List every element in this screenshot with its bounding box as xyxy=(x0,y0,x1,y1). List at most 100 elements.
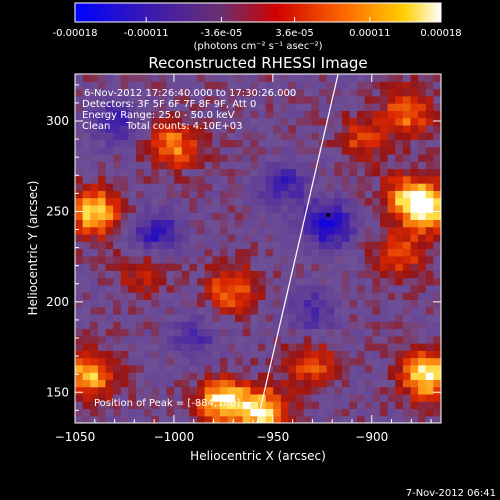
heatmap-cell xyxy=(174,81,183,90)
heatmap-cell xyxy=(242,335,251,344)
heatmap-cell xyxy=(410,415,419,423)
heatmap-cell xyxy=(181,95,190,104)
heatmap-cell xyxy=(181,146,190,155)
heatmap-cell xyxy=(288,386,297,395)
heatmap-cell xyxy=(425,364,434,373)
heatmap-cell xyxy=(166,415,175,423)
heatmap-cell xyxy=(334,183,343,191)
heatmap-cell xyxy=(258,183,267,191)
heatmap-cell xyxy=(151,175,160,184)
heatmap-cell xyxy=(189,328,198,337)
heatmap-cell xyxy=(357,168,366,177)
heatmap-cell xyxy=(372,110,381,119)
heatmap-cell xyxy=(258,401,267,410)
heatmap-cell xyxy=(380,386,389,395)
heatmap-cell xyxy=(326,233,335,242)
heatmap-cell xyxy=(105,197,114,206)
heatmap-cell xyxy=(357,379,366,388)
heatmap-cell xyxy=(227,408,236,417)
heatmap-cell xyxy=(235,343,244,351)
heatmap-cell xyxy=(402,146,412,155)
heatmap-cell xyxy=(364,88,373,97)
heatmap-cell xyxy=(372,241,381,250)
heatmap-cell xyxy=(189,379,198,388)
heatmap-cell xyxy=(265,299,274,308)
heatmap-cell xyxy=(303,139,312,148)
heatmap-cell xyxy=(143,313,152,322)
heatmap-cell xyxy=(128,132,137,141)
heatmap-cell xyxy=(395,132,404,141)
heatmap-cell xyxy=(410,95,419,104)
heatmap-cell xyxy=(311,350,320,359)
heatmap-cell xyxy=(97,357,107,366)
heatmap-cell xyxy=(250,190,259,199)
heatmap-cell xyxy=(82,226,91,235)
heatmap-cell xyxy=(433,284,441,293)
heatmap-cell xyxy=(288,204,297,213)
heatmap-cell xyxy=(212,81,221,90)
heatmap-cell xyxy=(418,212,427,221)
heatmap-cell xyxy=(90,132,99,141)
x-tick-label: −1000 xyxy=(154,430,195,444)
heatmap-cell xyxy=(319,153,328,162)
heatmap-cell xyxy=(212,146,221,155)
heatmap-cell xyxy=(113,343,122,351)
heatmap-cell xyxy=(151,183,160,191)
heatmap-cell xyxy=(75,190,84,199)
heatmap-cell xyxy=(151,408,160,417)
plot-frame xyxy=(74,73,442,424)
heatmap-cell xyxy=(212,379,221,388)
heatmap-cell xyxy=(136,393,145,402)
heatmap-cell xyxy=(212,103,221,111)
heatmap-cell xyxy=(387,175,396,184)
heatmap-cell xyxy=(97,277,107,286)
heatmap-cell xyxy=(372,204,381,213)
heatmap-cell xyxy=(425,74,434,82)
heatmap-cell xyxy=(181,408,190,417)
heatmap-cell xyxy=(120,408,129,417)
heatmap-cell xyxy=(143,212,152,221)
heatmap-cell xyxy=(204,139,213,148)
heatmap-cell xyxy=(136,343,145,351)
heatmap-cell xyxy=(75,139,84,148)
heatmap-cell xyxy=(303,299,312,308)
heatmap-cell xyxy=(334,393,343,402)
heatmap-cell xyxy=(380,241,389,250)
heatmap-cell xyxy=(90,204,99,213)
heatmap-cell xyxy=(197,321,206,330)
heatmap-cell xyxy=(174,124,183,133)
heatmap-cell xyxy=(265,255,274,264)
heatmap-cell xyxy=(402,139,412,148)
heatmap-cell xyxy=(136,168,145,177)
heatmap-cell xyxy=(372,183,381,191)
heatmap-cell xyxy=(197,292,206,300)
heatmap-cell xyxy=(319,146,328,155)
heatmap-cell xyxy=(189,132,198,141)
heatmap-cell xyxy=(82,219,91,228)
heatmap-cell xyxy=(334,110,343,119)
heatmap-cell xyxy=(380,299,389,308)
heatmap-cell xyxy=(90,168,99,177)
heatmap-cell xyxy=(326,197,335,206)
heatmap-cell xyxy=(90,364,99,373)
heatmap-cell xyxy=(418,306,427,315)
heatmap-cell xyxy=(303,161,312,170)
heatmap-cell xyxy=(128,321,137,330)
heatmap-cell xyxy=(288,328,297,337)
heatmap-cell xyxy=(402,292,412,300)
heatmap-cell xyxy=(280,110,290,119)
heatmap-cell xyxy=(143,219,152,228)
heatmap-cell xyxy=(212,74,221,82)
heatmap-cell xyxy=(219,357,229,366)
heatmap-cell xyxy=(197,190,206,199)
heatmap-cell xyxy=(334,226,343,235)
heatmap-cell xyxy=(158,364,168,373)
heatmap-cell xyxy=(235,197,244,206)
heatmap-cell xyxy=(189,212,198,221)
heatmap-cell xyxy=(326,343,335,351)
heatmap-cell xyxy=(250,393,259,402)
heatmap-cell xyxy=(402,401,412,410)
heatmap-cell xyxy=(311,364,320,373)
heatmap-cell xyxy=(258,197,267,206)
